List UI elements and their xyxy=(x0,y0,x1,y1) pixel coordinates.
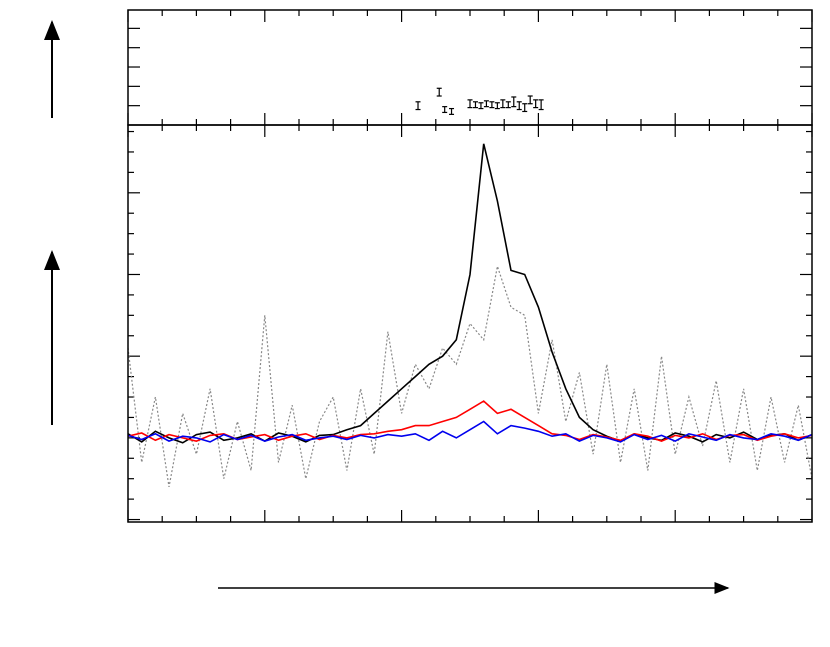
error-bar xyxy=(483,100,489,108)
error-bar xyxy=(467,99,473,109)
error-bar xyxy=(449,107,455,115)
error-bar xyxy=(505,101,511,109)
series-line xyxy=(127,420,813,443)
error-bar xyxy=(472,101,478,109)
series-line xyxy=(127,400,813,442)
plot-frame xyxy=(127,124,813,523)
series-line xyxy=(127,266,813,488)
error-bar xyxy=(442,106,448,114)
error-bar xyxy=(500,99,506,109)
error-bar xyxy=(538,99,544,111)
error-bar xyxy=(415,101,421,111)
error-bar xyxy=(478,102,484,110)
error-bar xyxy=(511,96,517,108)
error-bar xyxy=(436,87,442,97)
error-bar xyxy=(522,103,528,113)
error-bar xyxy=(533,99,539,109)
error-bar xyxy=(516,101,522,111)
error-bar xyxy=(494,102,500,110)
error-bar xyxy=(527,95,533,105)
error-bar xyxy=(489,101,495,109)
series-line xyxy=(127,143,813,444)
